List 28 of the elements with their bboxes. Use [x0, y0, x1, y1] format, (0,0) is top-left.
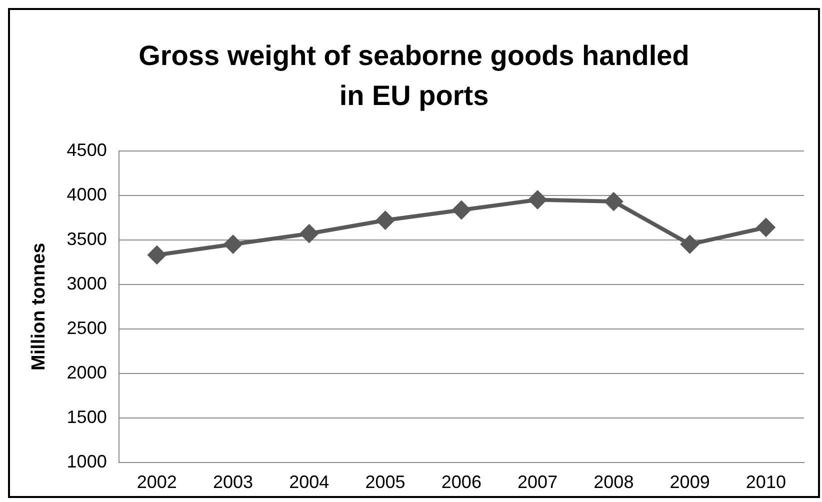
y-tick-label: 3000	[66, 273, 107, 294]
x-tick-label: 2010	[746, 472, 786, 492]
y-tick-label: 1500	[66, 406, 107, 427]
x-tick-label: 2009	[670, 472, 710, 492]
x-tick-label: 2002	[136, 472, 177, 492]
y-tick-label: 2000	[66, 362, 107, 382]
point	[300, 224, 319, 244]
point	[528, 190, 548, 210]
y-axis-title: Million tonnes	[28, 242, 50, 370]
y-tick-label: 2500	[66, 318, 107, 338]
point	[224, 234, 243, 254]
x-tick-label: 2008	[594, 472, 634, 492]
point	[452, 200, 471, 220]
y-tick-label: 4500	[66, 140, 107, 160]
y-tick-label: 4000	[66, 184, 107, 204]
point	[680, 234, 700, 254]
x-tick-label: 2005	[365, 472, 406, 492]
y-tick-label: 1000	[66, 451, 107, 472]
point	[147, 245, 166, 264]
point	[756, 218, 776, 237]
point	[604, 192, 624, 212]
x-tick-label: 2003	[213, 472, 254, 492]
x-tick-label: 2007	[518, 472, 558, 492]
point	[376, 210, 395, 230]
chart-title: Gross weight of seaborne goods handled in EU ports	[138, 39, 690, 113]
x-tick-label: 2004	[289, 472, 330, 492]
x-tick-label: 2006	[441, 472, 482, 492]
y-tick-label: 3500	[66, 228, 107, 249]
